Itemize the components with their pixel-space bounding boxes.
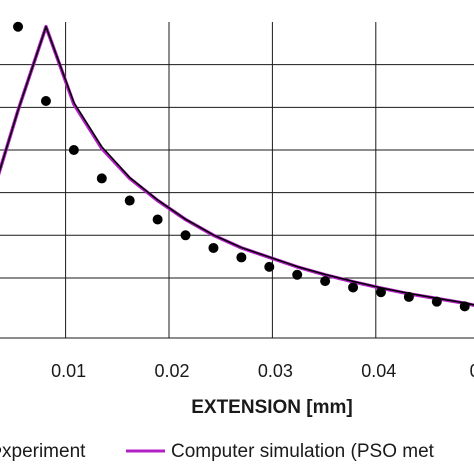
legend-simulation-label: Computer simulation (PSO met — [171, 441, 435, 462]
experiment-point — [431, 296, 442, 307]
experiment-point — [403, 291, 414, 302]
experiment-point — [292, 269, 303, 280]
experiment-point — [348, 282, 359, 293]
experiment-point — [236, 252, 247, 263]
experiment-point — [124, 195, 135, 206]
x-tick-label: 0.02 — [154, 361, 189, 381]
experiment-point — [152, 214, 163, 225]
experiment-point — [459, 301, 470, 312]
black-fit-line — [0, 25, 474, 306]
experiment-point — [208, 242, 219, 253]
experiment-point — [13, 21, 24, 32]
experiment-point — [68, 144, 79, 155]
x-tick-label: 0.0 — [470, 361, 474, 381]
x-tick-labels: 0.01 0.02 0.03 0.04 0.0 — [51, 361, 474, 381]
x-tick-label: 0.01 — [51, 361, 86, 381]
experiment-point — [180, 230, 191, 241]
grid-lines — [0, 22, 474, 339]
experiment-point — [320, 276, 331, 287]
series-lines — [0, 24, 474, 308]
experiment-point — [40, 96, 51, 106]
experiment-point — [264, 261, 275, 272]
legend-experiment-label: xperiment — [2, 441, 86, 462]
legend-experiment-marker — [0, 447, 1, 453]
experiment-point — [375, 287, 386, 298]
legend: xperiment Computer simulation (PSO met — [0, 441, 435, 462]
x-tick-label: 0.04 — [361, 361, 396, 381]
experiment-point — [96, 173, 107, 184]
simulation-line — [0, 24, 474, 308]
x-axis-label: EXTENSION [mm] — [191, 397, 353, 418]
experiment-markers — [13, 21, 470, 312]
x-tick-label: 0.03 — [258, 361, 293, 381]
